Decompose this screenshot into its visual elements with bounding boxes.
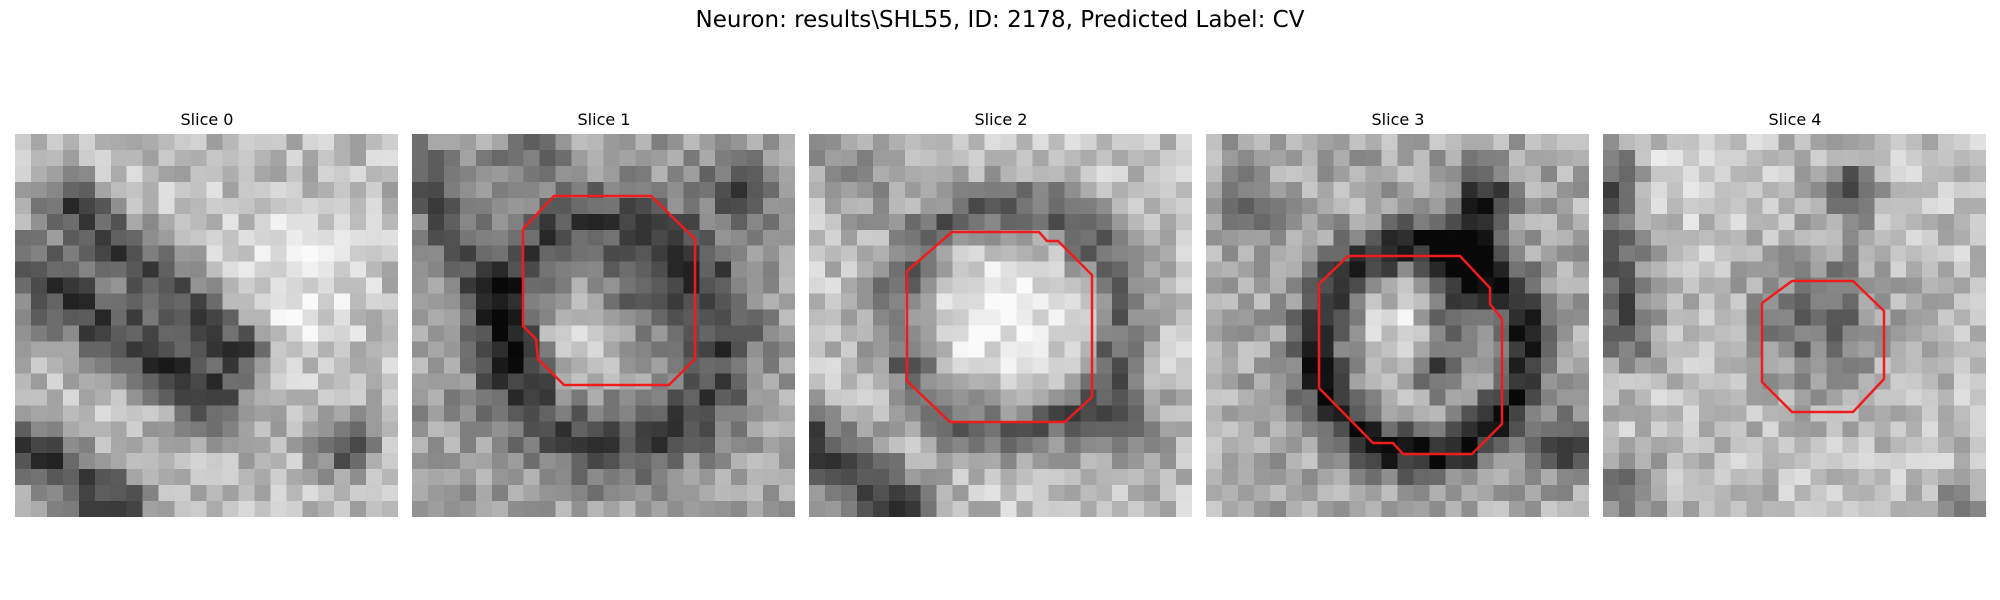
slice-title-4: Slice 4 bbox=[1768, 110, 1822, 129]
slice-panel-1: Slice 1 bbox=[412, 110, 796, 517]
figure-title: Neuron: results\SHL55, ID: 2178, Predict… bbox=[695, 7, 1305, 33]
slice-image-3 bbox=[1206, 134, 1589, 517]
slice-title-0: Slice 0 bbox=[180, 110, 234, 129]
slice-image-4 bbox=[1603, 134, 1986, 517]
slice-panel-4: Slice 4 bbox=[1603, 110, 1987, 517]
slice-image-2 bbox=[809, 134, 1192, 517]
slice-panel-2: Slice 2 bbox=[809, 110, 1193, 517]
slice-panel-0: Slice 0 bbox=[15, 110, 399, 517]
slice-title-3: Slice 3 bbox=[1371, 110, 1425, 129]
slice-panel-3: Slice 3 bbox=[1206, 110, 1590, 517]
slice-title-2: Slice 2 bbox=[974, 110, 1028, 129]
slice-title-1: Slice 1 bbox=[577, 110, 631, 129]
slice-image-0 bbox=[15, 134, 398, 517]
slice-image-1 bbox=[412, 134, 795, 517]
